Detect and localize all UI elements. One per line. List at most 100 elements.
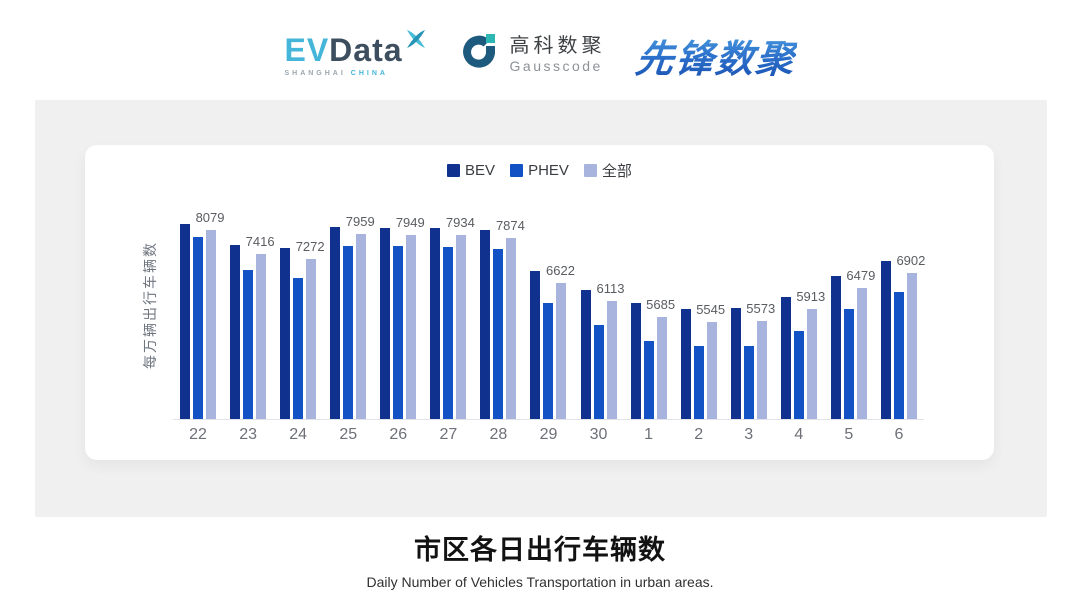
bar-bev-3 — [730, 308, 741, 419]
bars-row — [824, 188, 874, 419]
chart-panel: BEV PHEV 全部 每万辆出行车辆数 8079 22 7416 23 7272 24 795… — [35, 100, 1047, 517]
evdata-subtitle: SHANGHAI CHINA — [284, 70, 387, 77]
bar-phev-4 — [793, 331, 804, 419]
bar-group-28: 7874 28 — [473, 188, 525, 443]
x-tick-label-5: 5 — [844, 426, 854, 443]
bar-group-6: 6902 6 — [874, 188, 926, 443]
bar-全部-26 — [406, 234, 417, 419]
bars-row — [223, 188, 273, 419]
bar-group-23: 7416 23 — [223, 188, 275, 443]
bar-phev-28 — [493, 249, 504, 419]
bar-phev-29 — [543, 303, 554, 419]
bar-group-2: 5545 2 — [674, 188, 726, 443]
bar-bev-30 — [580, 290, 591, 419]
bar-全部-5 — [856, 288, 867, 419]
bar-全部-23 — [256, 254, 267, 419]
bar-全部-27 — [456, 235, 467, 419]
value-label-27: 7934 — [445, 215, 475, 231]
bar-bev-25 — [330, 227, 341, 419]
y-axis-label: 每万辆出行车辆数 — [142, 241, 158, 369]
bar-phev-27 — [443, 247, 454, 419]
x-tick-label-3: 3 — [744, 426, 754, 443]
value-label-5: 6479 — [846, 268, 876, 283]
bars-row — [423, 188, 473, 419]
bar-全部-29 — [556, 282, 567, 419]
bar-bev-6 — [880, 261, 891, 419]
value-label-23: 7416 — [245, 234, 275, 250]
plot-area: 8079 22 7416 23 7272 24 7959 25 7949 26 7934 27 7874… — [173, 188, 926, 443]
bars-row — [574, 188, 624, 419]
gausscode-logo: 高科数聚 Gausscode — [457, 31, 606, 80]
bar-全部-28 — [506, 237, 517, 419]
bar-phev-30 — [593, 325, 604, 419]
legend-swatch-icon — [583, 164, 597, 177]
bar-bev-22 — [180, 224, 191, 419]
bars-row — [323, 188, 373, 419]
value-label-3: 5573 — [746, 300, 776, 316]
bar-bev-29 — [530, 271, 541, 419]
value-label-6: 6902 — [896, 252, 926, 268]
bar-bev-2 — [680, 309, 691, 419]
bar-phev-6 — [893, 292, 904, 419]
bar-phev-5 — [843, 309, 854, 419]
bars-row — [173, 188, 223, 419]
chart-subtitle: Daily Number of Vehicles Transportation … — [366, 574, 714, 590]
bars-row — [774, 188, 824, 419]
legend-label: BEV — [465, 162, 496, 179]
evdata-logo: EV Data SHANGHAI CHINA — [284, 29, 426, 77]
bar-全部-22 — [206, 230, 217, 419]
x-tick-label-23: 23 — [239, 426, 257, 443]
bar-group-26: 7949 26 — [373, 188, 425, 443]
bar-bev-28 — [480, 230, 491, 419]
bars-row — [674, 188, 724, 419]
evdata-data-text: Data — [329, 31, 403, 68]
bar-全部-1 — [656, 316, 667, 419]
legend-item-全部[interactable]: 全部 — [583, 160, 632, 181]
value-label-1: 5685 — [646, 296, 676, 312]
chart-legend: BEV PHEV 全部 — [85, 160, 994, 181]
header-logos: EV Data SHANGHAI CHINA 高科数聚 Gausscode — [0, 20, 1080, 90]
evdata-ev-text: EV — [284, 31, 330, 68]
xianfeng-logo: 先锋数聚 — [633, 28, 799, 83]
x-tick-label-2: 2 — [694, 426, 704, 443]
bars-row — [523, 188, 573, 419]
bar-bev-27 — [430, 228, 441, 419]
x-tick-label-30: 30 — [589, 426, 608, 443]
gausscode-g-icon — [457, 31, 501, 80]
legend-item-bev[interactable]: BEV — [447, 162, 495, 179]
x-tick-label-4: 4 — [794, 426, 804, 443]
bar-全部-6 — [906, 272, 917, 419]
value-label-26: 7949 — [395, 214, 425, 230]
evdata-sub-shanghai: SHANGHAI — [284, 69, 346, 77]
chart-title: 市区各日出行车辆数 — [414, 535, 666, 565]
x-tick-label-28: 28 — [489, 426, 508, 443]
x-tick-label-22: 22 — [189, 426, 207, 443]
value-label-24: 7272 — [295, 239, 325, 255]
x-tick-label-24: 24 — [289, 426, 308, 443]
bar-bev-1 — [630, 303, 641, 419]
bar-phev-3 — [743, 346, 754, 419]
bar-bev-4 — [780, 297, 791, 419]
x-tick-label-27: 27 — [439, 426, 458, 443]
bar-group-3: 5573 3 — [724, 188, 776, 443]
bar-bev-5 — [830, 276, 841, 419]
bars-row — [373, 188, 423, 419]
evdata-sub-china: CHINA — [350, 69, 388, 77]
bar-group-25: 7959 25 — [323, 188, 375, 443]
bars-row — [273, 188, 323, 419]
bar-group-24: 7272 24 — [273, 188, 325, 443]
value-label-28: 7874 — [495, 217, 525, 233]
gausscode-cn-text: 高科数聚 — [509, 35, 606, 58]
bar-全部-30 — [606, 301, 617, 419]
legend-swatch-icon — [447, 164, 461, 177]
value-label-22: 8079 — [195, 210, 225, 226]
value-label-2: 5545 — [696, 301, 726, 317]
bar-group-1: 5685 1 — [624, 188, 676, 443]
value-label-29: 6622 — [546, 262, 575, 278]
bar-phev-26 — [393, 246, 404, 419]
bar-group-30: 6113 30 — [574, 188, 625, 443]
legend-item-phev[interactable]: PHEV — [510, 162, 569, 179]
bar-全部-3 — [756, 320, 767, 419]
bars-row — [473, 188, 523, 419]
gausscode-en-text: Gausscode — [509, 58, 603, 75]
